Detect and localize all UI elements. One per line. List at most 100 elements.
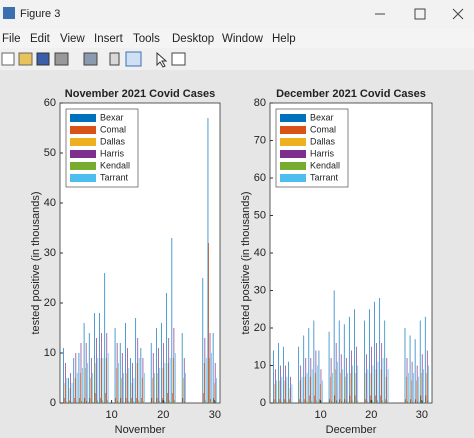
bar: [374, 395, 376, 403]
bar: [335, 343, 337, 403]
bar: [99, 313, 100, 403]
bar: [104, 273, 106, 403]
bar: [319, 399, 320, 403]
bar: [382, 400, 383, 403]
bar: [418, 376, 419, 403]
menu-item[interactable]: Window: [222, 33, 264, 45]
save-icon[interactable]: [36, 52, 50, 66]
legend-label: Bexar: [310, 112, 334, 122]
bar: [415, 399, 417, 403]
y-axis-label: tested positive (in thousands): [30, 191, 42, 334]
bar: [214, 383, 215, 403]
menu-item[interactable]: Insert: [94, 33, 124, 45]
bar: [116, 343, 118, 403]
y-tick-label: 0: [260, 397, 266, 409]
bar: [288, 399, 290, 403]
maximize-button[interactable]: [414, 8, 426, 20]
bar: [338, 320, 340, 403]
y-tick-label: 50: [44, 147, 56, 159]
bar: [286, 376, 288, 403]
bar: [115, 398, 117, 403]
bar: [106, 333, 108, 403]
bar: [311, 401, 312, 403]
bar: [279, 380, 281, 403]
bar: [107, 353, 109, 403]
pointer-icon[interactable]: [156, 51, 168, 68]
bar: [131, 383, 133, 403]
legend-label: Harris: [100, 148, 124, 158]
bar: [74, 378, 76, 403]
bar: [82, 368, 83, 403]
bar: [172, 358, 174, 403]
bar: [416, 365, 418, 403]
bar: [416, 380, 417, 403]
bar: [377, 361, 379, 403]
open-icon[interactable]: [18, 52, 33, 66]
bar: [159, 368, 161, 403]
bar: [95, 363, 97, 403]
legend-label: Kendall: [100, 160, 130, 170]
bar: [334, 395, 336, 403]
bar: [291, 384, 293, 403]
bar: [314, 395, 315, 403]
bar: [86, 401, 88, 403]
colorbar-icon[interactable]: [109, 52, 120, 66]
legend-swatch: [70, 174, 96, 182]
bar: [340, 354, 342, 403]
bar: [355, 373, 357, 403]
new-icon[interactable]: [1, 52, 15, 66]
bar: [316, 400, 317, 403]
bar: [330, 376, 331, 403]
bar: [421, 354, 423, 403]
bar: [128, 368, 130, 403]
bar: [169, 358, 171, 403]
bar: [290, 401, 292, 403]
bar: [306, 401, 307, 403]
bar: [321, 380, 323, 403]
print-icon[interactable]: [54, 52, 69, 66]
bar: [167, 363, 169, 403]
legend-label: Dallas: [310, 136, 336, 146]
bar: [345, 358, 347, 403]
bar: [137, 338, 139, 403]
bar: [141, 378, 143, 403]
bar: [311, 369, 313, 403]
bar: [163, 343, 164, 403]
bar: [424, 316, 426, 403]
bar: [121, 378, 122, 403]
bar: [369, 395, 371, 403]
legend-icon[interactable]: [125, 51, 142, 67]
bar: [107, 400, 108, 403]
property-icon[interactable]: [171, 52, 186, 66]
bar: [387, 401, 388, 403]
bar: [303, 335, 305, 403]
bar: [333, 290, 335, 403]
legend-label: Harris: [310, 148, 334, 158]
menu-item[interactable]: Edit: [30, 33, 51, 45]
bar: [90, 378, 91, 403]
bar: [158, 401, 160, 403]
close-button[interactable]: [452, 8, 464, 20]
bar: [102, 358, 104, 403]
y-tick-label: 40: [44, 197, 56, 209]
link-icon[interactable]: [83, 52, 98, 66]
bar: [280, 365, 281, 403]
menu-item[interactable]: File: [2, 33, 21, 45]
bar: [204, 338, 206, 403]
y-tick-label: 20: [254, 322, 266, 334]
menu-item[interactable]: View: [60, 33, 85, 45]
menu-item[interactable]: Help: [272, 33, 296, 45]
menu-item[interactable]: Tools: [133, 33, 160, 45]
bar: [381, 343, 383, 403]
bar: [94, 313, 95, 403]
bar: [301, 376, 303, 403]
bar: [321, 401, 322, 403]
bar: [347, 373, 348, 403]
bar: [374, 301, 375, 403]
bar: [92, 373, 94, 403]
bar: [385, 399, 386, 403]
bar: [366, 401, 368, 403]
y-tick-label: 30: [254, 284, 266, 296]
menu-item[interactable]: Desktop: [172, 33, 214, 45]
y-tick-label: 40: [254, 247, 266, 259]
